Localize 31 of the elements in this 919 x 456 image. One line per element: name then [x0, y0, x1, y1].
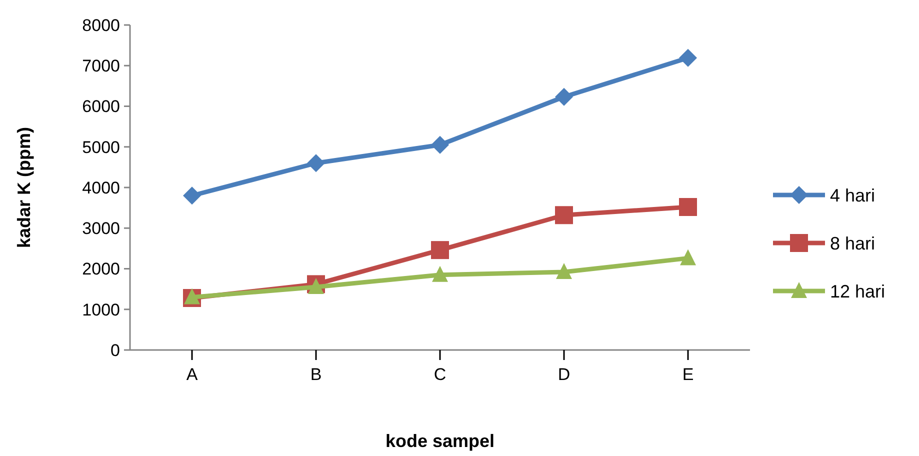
- point: [680, 249, 696, 266]
- point: [555, 206, 573, 224]
- y-tick-label: 7000: [82, 56, 120, 76]
- point: [679, 48, 697, 67]
- x-tick-label: B: [310, 365, 322, 384]
- x-tick-label: C: [434, 365, 446, 384]
- point: [679, 198, 697, 216]
- point: [556, 263, 572, 279]
- point: [431, 136, 449, 154]
- y-tick-label: 0: [110, 340, 120, 360]
- y-tick-label: 5000: [82, 138, 120, 157]
- y-tick-label: 3000: [82, 219, 120, 238]
- y-tick-label: 1000: [82, 300, 120, 320]
- legend-label: 8 hari: [830, 233, 876, 254]
- y-tick-label: 4000: [82, 178, 120, 198]
- point: [183, 186, 201, 205]
- legend-label: 12 hari: [830, 281, 886, 302]
- point: [308, 278, 324, 294]
- x-axis-title: kode sampel: [385, 431, 495, 451]
- y-tick-label: 6000: [82, 97, 120, 116]
- point: [555, 88, 573, 106]
- y-axis-title: kadar K (ppm): [14, 126, 34, 248]
- point: [307, 154, 325, 172]
- y-tick-label: 8000: [82, 16, 120, 35]
- point: [432, 266, 448, 282]
- x-tick-label: D: [558, 365, 570, 384]
- point: [431, 241, 449, 260]
- x-tick-label: A: [186, 365, 198, 384]
- y-tick-label: 2000: [82, 260, 120, 279]
- legend-label: 4 hari: [830, 185, 876, 206]
- x-tick-label: E: [682, 365, 694, 384]
